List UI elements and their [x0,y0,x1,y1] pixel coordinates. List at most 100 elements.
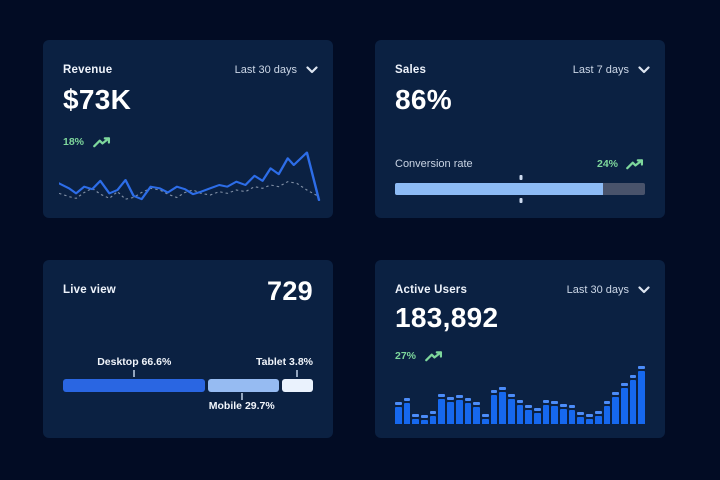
bar-cap [481,413,489,417]
segment-desktop [63,379,206,392]
bar-body [638,371,645,424]
conversion-marker-bottom [519,198,523,203]
revenue-line-chart [59,150,321,210]
bar-cap [620,383,628,387]
bar [629,374,637,424]
bar-cap [473,401,480,405]
bar-cap [421,415,428,419]
desktop-label: Desktop 66.6% [97,356,172,368]
bar-body [507,398,515,424]
conversion-progress-fill [395,183,603,195]
bar-cap [464,397,472,401]
live-view-value: 729 [267,276,313,306]
mobile-tick [240,393,243,400]
bar [507,393,515,424]
bar-cap [447,397,454,401]
bar [560,403,567,424]
bar-body [603,405,611,424]
live-view-header: Live view [63,284,318,296]
bar [412,413,420,424]
bar-cap [568,404,576,408]
revenue-header: Revenue Last 30 days [63,64,318,76]
conversion-progress-bar [395,175,645,203]
bar-cap [560,403,567,407]
sales-title: Sales [395,64,427,76]
live-view-title: Live view [63,284,116,296]
revenue-line-dotted [59,181,320,200]
bar-cap [603,400,611,404]
bar [455,395,463,424]
bar-body [473,406,480,424]
active-users-value: 183,892 [395,302,499,333]
active-users-card: Active Users Last 30 days 183,892 27% [375,260,665,438]
bar-cap [586,413,593,417]
bar-body [481,418,489,424]
bar-body [464,402,472,424]
active-users-change-badge: 27% [395,350,444,362]
bar [395,401,402,424]
bar [473,401,480,424]
sales-range-dropdown[interactable]: Last 7 days [573,64,650,76]
sales-header: Sales Last 7 days [395,64,650,76]
bar [586,413,593,424]
bar [612,392,619,424]
bar-cap [638,366,645,369]
bar-cap [612,392,619,396]
bar-cap [438,393,446,397]
segment-mobile [208,379,280,392]
bar-body [447,402,454,424]
mobile-label: Mobile 29.7% [208,400,275,412]
trending-up-icon [93,136,111,147]
chevron-down-icon [638,66,650,74]
revenue-range-dropdown[interactable]: Last 30 days [235,64,318,76]
bar [594,411,602,424]
conversion-marker-top [519,175,523,180]
device-split-chart: Desktop 66.6% Tablet 3.8% Mobile 29.7% [63,356,313,418]
bar-cap [507,393,515,397]
conversion-rate-label: Conversion rate [395,158,473,170]
bar [429,411,437,424]
bar-body [568,409,576,424]
bar [464,397,472,424]
bar-body [560,408,567,424]
bar [499,386,506,424]
chevron-down-icon [306,66,318,74]
bar [577,412,585,424]
bar-cap [534,408,541,412]
bar-body [551,405,559,424]
bar [490,390,498,424]
sales-card: Sales Last 7 days 86% Conversion rate 24… [375,40,665,218]
bar-body [534,413,541,424]
bar [638,366,645,424]
bar-body [612,397,619,424]
revenue-line-chart-svg [59,151,321,201]
trending-up-icon [425,350,443,361]
bar-body [421,420,428,424]
revenue-range-label: Last 30 days [234,64,297,76]
bar [620,383,628,424]
bar-cap [525,404,532,408]
bar-body [412,418,420,424]
bar-body [490,395,498,424]
bar [525,404,532,424]
bar-cap [403,398,411,402]
bar-cap [542,399,550,403]
bar [516,399,524,424]
bar-body [438,398,446,424]
bar-body [525,409,532,424]
bar [568,404,576,424]
active-users-header: Active Users Last 30 days [395,284,650,296]
bar-body [395,406,402,424]
revenue-value: $73K [63,84,132,115]
bar-body [577,417,585,424]
segment-tablet [282,379,313,392]
bar [551,400,559,424]
revenue-title: Revenue [63,64,113,76]
bar-body [620,388,628,424]
live-view-card: Live view 729 Desktop 66.6% Tablet 3.8% … [43,260,333,438]
conversion-change-pct: 24% [596,158,618,170]
bar-body [586,418,593,424]
tablet-tick [295,370,298,377]
active-users-range-dropdown[interactable]: Last 30 days [567,284,650,296]
bar-cap [516,399,524,403]
